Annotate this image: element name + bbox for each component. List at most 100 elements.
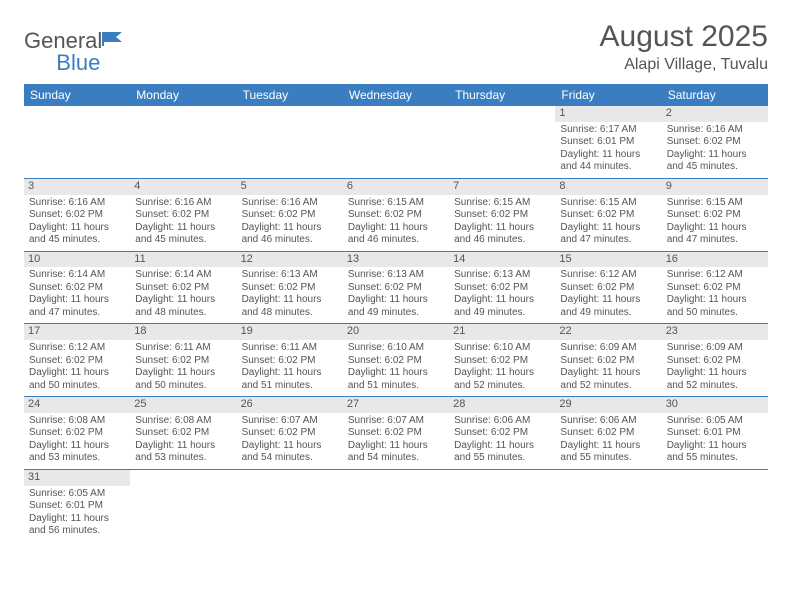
day-info: Sunrise: 6:09 AMSunset: 6:02 PMDaylight:… (666, 342, 764, 392)
day-number: 3 (24, 179, 130, 195)
calendar-cell (343, 106, 449, 178)
calendar-cell: 27 Sunrise: 6:07 AMSunset: 6:02 PMDayligh… (343, 397, 449, 470)
calendar-cell: 10Sunrise: 6:14 AMSunset: 6:02 PMDayligh… (24, 251, 130, 324)
calendar-cell: 23 Sunrise: 6:09 AMSunset: 6:02 PMDayligh… (662, 324, 768, 397)
title-block: August 2025 Alapi Village, Tuvalu (600, 20, 768, 74)
month-title: August 2025 (600, 20, 768, 54)
day-number: 30 (662, 397, 768, 413)
day-info: Sunrise: 6:12 AMSunset: 6:02 PMDaylight:… (666, 269, 764, 319)
calendar-cell: 16Sunrise: 6:12 AMSunset: 6:02 PMDayligh… (662, 251, 768, 324)
calendar-cell (130, 469, 236, 541)
calendar-cell (130, 106, 236, 178)
calendar-cell (343, 469, 449, 541)
day-number: 16 (662, 252, 768, 268)
weekday-header: Friday (555, 84, 661, 106)
day-info: Sunrise: 6:13 AMSunset: 6:02 PMDaylight:… (453, 269, 551, 319)
calendar-cell: 22 Sunrise: 6:09 AMSunset: 6:02 PMDayligh… (555, 324, 661, 397)
calendar-cell: 20 Sunrise: 6:10 AMSunset: 6:02 PMDayligh… (343, 324, 449, 397)
day-info: Sunrise: 6:14 AMSunset: 6:02 PMDaylight:… (134, 269, 232, 319)
calendar-cell: 7 Sunrise: 6:15 AMSunset: 6:02 PMDaylight… (449, 178, 555, 251)
calendar-cell: 9Sunrise: 6:15 AMSunset: 6:02 PMDaylight… (662, 178, 768, 251)
day-number: 24 (24, 397, 130, 413)
day-number: 15 (555, 252, 661, 268)
day-info: Sunrise: 6:15 AMSunset: 6:02 PMDaylight:… (559, 197, 657, 247)
day-info: Sunrise: 6:13 AMSunset: 6:02 PMDaylight:… (347, 269, 445, 319)
calendar-cell (24, 106, 130, 178)
day-number: 12 (237, 252, 343, 268)
day-info: Sunrise: 6:06 AMSunset: 6:02 PMDaylight:… (453, 415, 551, 465)
day-number: 1 (555, 106, 661, 122)
day-info: Sunrise: 6:16 AMSunset: 6:02 PMDaylight:… (241, 197, 339, 247)
day-info: Sunrise: 6:13 AMSunset: 6:02 PMDaylight:… (241, 269, 339, 319)
calendar-cell: 31 Sunrise: 6:05 AMSunset: 6:01 PMDayligh… (24, 469, 130, 541)
day-info: Sunrise: 6:14 AMSunset: 6:02 PMDaylight:… (28, 269, 126, 319)
weekday-header: Thursday (449, 84, 555, 106)
day-info: Sunrise: 6:08 AMSunset: 6:02 PMDaylight:… (28, 415, 126, 465)
day-number: 18 (130, 324, 236, 340)
calendar-cell: 24 Sunrise: 6:08 AMSunset: 6:02 PMDayligh… (24, 397, 130, 470)
day-info: Sunrise: 6:15 AMSunset: 6:02 PMDaylight:… (453, 197, 551, 247)
day-info: Sunrise: 6:05 AMSunset: 6:01 PMDaylight:… (666, 415, 764, 465)
day-info: Sunrise: 6:15 AMSunset: 6:02 PMDaylight:… (347, 197, 445, 247)
calendar-head: Sunday Monday Tuesday Wednesday Thursday… (24, 84, 768, 106)
calendar-cell: 15Sunrise: 6:12 AMSunset: 6:02 PMDayligh… (555, 251, 661, 324)
day-number: 31 (24, 470, 130, 486)
logo-text-blue: Blue (56, 50, 100, 76)
calendar-cell: 3Sunrise: 6:16 AMSunset: 6:02 PMDaylight… (24, 178, 130, 251)
weekday-header: Monday (130, 84, 236, 106)
day-info: Sunrise: 6:12 AMSunset: 6:02 PMDaylight:… (559, 269, 657, 319)
day-info: Sunrise: 6:09 AMSunset: 6:02 PMDaylight:… (559, 342, 657, 392)
calendar-cell (237, 106, 343, 178)
calendar-table: Sunday Monday Tuesday Wednesday Thursday… (24, 84, 768, 542)
weekday-header: Tuesday (237, 84, 343, 106)
day-info: Sunrise: 6:08 AMSunset: 6:02 PMDaylight:… (134, 415, 232, 465)
calendar-cell: 14Sunrise: 6:13 AMSunset: 6:02 PMDayligh… (449, 251, 555, 324)
day-number: 23 (662, 324, 768, 340)
day-number: 29 (555, 397, 661, 413)
calendar-cell: 1Sunrise: 6:17 AMSunset: 6:01 PMDaylight… (555, 106, 661, 178)
calendar-cell (449, 469, 555, 541)
calendar-cell: 6Sunrise: 6:15 AMSunset: 6:02 PMDaylight… (343, 178, 449, 251)
day-info: Sunrise: 6:16 AMSunset: 6:02 PMDaylight:… (134, 197, 232, 247)
calendar-cell (555, 469, 661, 541)
calendar-cell: 2Sunrise: 6:16 AMSunset: 6:02 PMDaylight… (662, 106, 768, 178)
calendar-cell: 25 Sunrise: 6:08 AMSunset: 6:02 PMDayligh… (130, 397, 236, 470)
calendar-cell: 8 Sunrise: 6:15 AMSunset: 6:02 PMDaylight… (555, 178, 661, 251)
day-number: 22 (555, 324, 661, 340)
day-number: 5 (237, 179, 343, 195)
weekday-header: Wednesday (343, 84, 449, 106)
location: Alapi Village, Tuvalu (600, 56, 768, 74)
day-number: 19 (237, 324, 343, 340)
day-number: 11 (130, 252, 236, 268)
day-info: Sunrise: 6:15 AMSunset: 6:02 PMDaylight:… (666, 197, 764, 247)
day-info: Sunrise: 6:06 AMSunset: 6:02 PMDaylight:… (559, 415, 657, 465)
day-number: 26 (237, 397, 343, 413)
day-info: Sunrise: 6:11 AMSunset: 6:02 PMDaylight:… (134, 342, 232, 392)
calendar-cell: 17Sunrise: 6:12 AMSunset: 6:02 PMDayligh… (24, 324, 130, 397)
day-number: 21 (449, 324, 555, 340)
weekday-header: Sunday (24, 84, 130, 106)
day-number: 14 (449, 252, 555, 268)
calendar-cell: 28 Sunrise: 6:06 AMSunset: 6:02 PMDayligh… (449, 397, 555, 470)
day-info: Sunrise: 6:05 AMSunset: 6:01 PMDaylight:… (28, 488, 126, 538)
day-info: Sunrise: 6:10 AMSunset: 6:02 PMDaylight:… (347, 342, 445, 392)
calendar-cell: 4Sunrise: 6:16 AMSunset: 6:02 PMDaylight… (130, 178, 236, 251)
day-info: Sunrise: 6:10 AMSunset: 6:02 PMDaylight:… (453, 342, 551, 392)
calendar-cell (237, 469, 343, 541)
calendar-cell: 12Sunrise: 6:13 AMSunset: 6:02 PMDayligh… (237, 251, 343, 324)
day-info: Sunrise: 6:12 AMSunset: 6:02 PMDaylight:… (28, 342, 126, 392)
day-number: 27 (343, 397, 449, 413)
day-number: 8 (555, 179, 661, 195)
flag-icon (102, 28, 130, 54)
calendar-body: 1Sunrise: 6:17 AMSunset: 6:01 PMDaylight… (24, 106, 768, 542)
day-number: 7 (449, 179, 555, 195)
calendar-cell: 30 Sunrise: 6:05 AMSunset: 6:01 PMDayligh… (662, 397, 768, 470)
logo: General (24, 20, 130, 54)
calendar-cell: 13Sunrise: 6:13 AMSunset: 6:02 PMDayligh… (343, 251, 449, 324)
calendar-cell: 29 Sunrise: 6:06 AMSunset: 6:02 PMDayligh… (555, 397, 661, 470)
day-info: Sunrise: 6:07 AMSunset: 6:02 PMDaylight:… (347, 415, 445, 465)
calendar-cell: 5 Sunrise: 6:16 AMSunset: 6:02 PMDaylight… (237, 178, 343, 251)
day-number: 20 (343, 324, 449, 340)
day-number: 25 (130, 397, 236, 413)
day-number: 28 (449, 397, 555, 413)
